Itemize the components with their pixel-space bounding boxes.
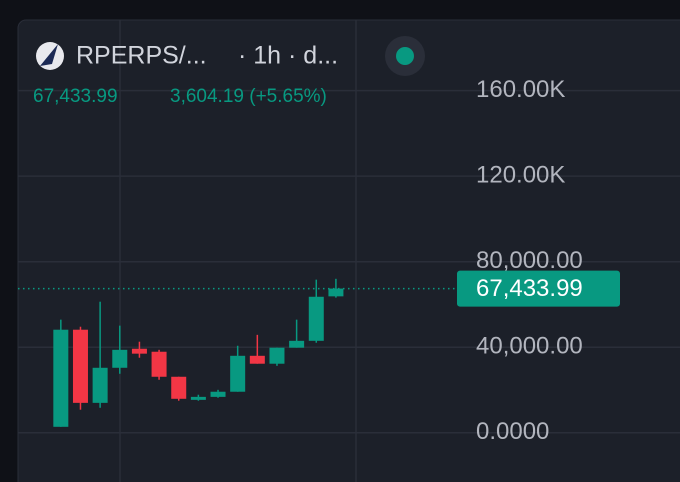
last-price-tag-label: 67,433.99 <box>476 275 583 302</box>
logo-glyph <box>40 44 58 66</box>
y-tick-label: 80,000.00 <box>476 247 583 274</box>
overlay: 0.0000 40,000.00 80,000.00 120.00K 160.00K 67… <box>18 76 620 445</box>
candle-body <box>269 347 285 364</box>
candle-body <box>210 391 226 397</box>
candle-body <box>131 348 147 354</box>
last-price: 67,433.99 <box>33 86 118 107</box>
grid <box>18 20 680 482</box>
candle-body <box>328 288 344 297</box>
candle-body <box>249 355 265 364</box>
candle-body <box>171 376 187 399</box>
candle-body <box>53 329 69 427</box>
candle-body <box>190 396 206 400</box>
y-tick-label: 40,000.00 <box>476 333 583 360</box>
y-tick-label: 160.00K <box>476 76 565 103</box>
price-change: 3,604.19 (+5.65%) <box>170 86 327 107</box>
candle-body <box>308 296 324 341</box>
y-tick-label: 120.00K <box>476 161 565 188</box>
candle-body <box>151 351 167 377</box>
status-dot <box>396 47 414 65</box>
y-tick-label: 0.0000 <box>476 418 549 445</box>
candle-body <box>230 355 246 392</box>
candle-body <box>112 349 128 368</box>
last-price-tag <box>457 270 620 307</box>
candles <box>53 278 344 427</box>
candle-body <box>72 329 88 403</box>
symbol-title: RPERPS/... <box>76 42 207 70</box>
chart-card <box>17 19 680 482</box>
candle-body <box>92 367 108 403</box>
candle-body <box>289 340 305 348</box>
interval: · 1h · d... <box>238 42 338 70</box>
